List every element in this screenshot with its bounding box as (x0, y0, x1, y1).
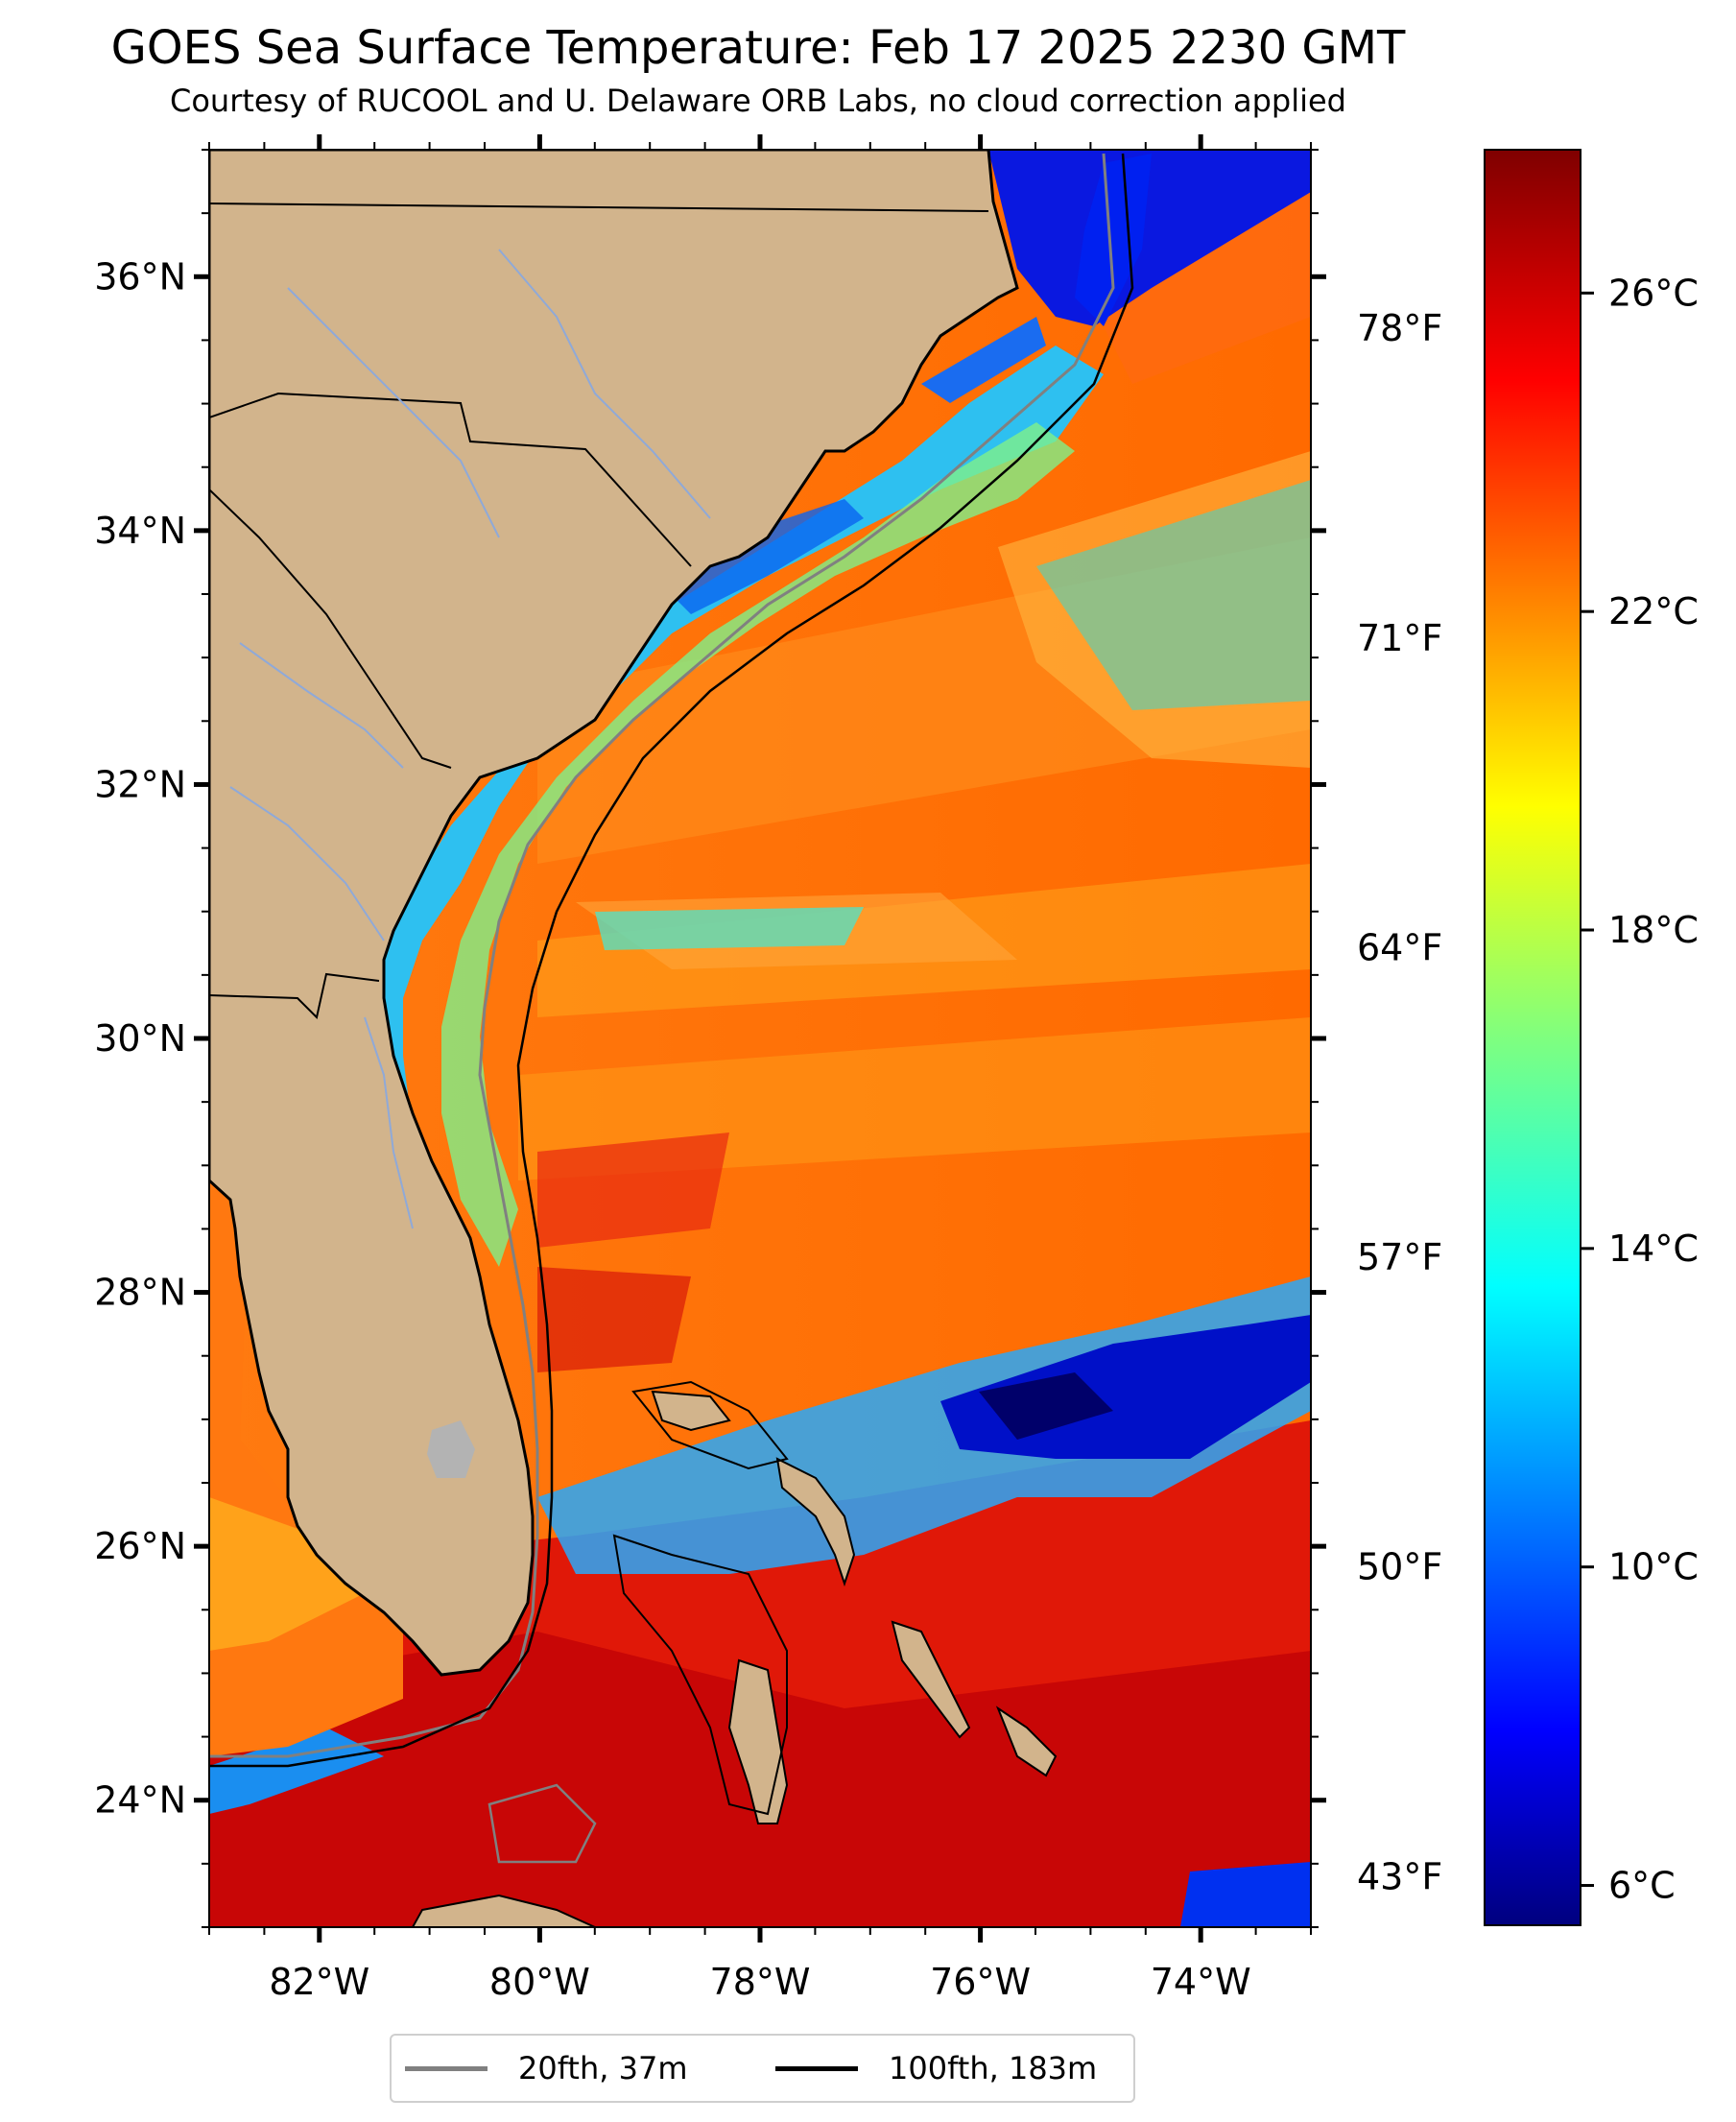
fahrenheit-tick-label: 64°F (1357, 926, 1442, 968)
lake-okeechobee (427, 1420, 475, 1478)
legend-label-20fth: 20fth, 37m (518, 2050, 688, 2086)
lon-tick-label: 76°W (930, 1961, 1031, 2003)
legend-item-20fth: 20fth, 37m (405, 2036, 687, 2101)
lat-tick-label: 32°N (94, 763, 186, 805)
fahrenheit-tick-label: 78°F (1357, 307, 1442, 349)
lon-tick-label: 80°W (489, 1961, 590, 2003)
lat-tick-label: 30°N (94, 1017, 186, 1060)
map-subtitle: Courtesy of RUCOOL and U. Delaware ORB L… (170, 83, 1346, 119)
colorbar-tick-label: 10°C (1608, 1546, 1699, 1588)
contour-100fth (209, 153, 1134, 1768)
colorbar-tick-label: 6°C (1608, 1865, 1676, 1907)
colorbar-ticks: 26°C 22°C 18°C 14°C 10°C 6°C (1581, 272, 1699, 1907)
lat-tick-label: 36°N (94, 255, 186, 298)
colorbar (1484, 149, 1581, 1926)
contour-legend: 20fth, 37m 100fth, 183m (390, 2034, 1135, 2103)
fahrenheit-tick-label: 57°F (1357, 1236, 1442, 1278)
lon-tick-label: 78°W (710, 1961, 811, 2003)
lat-tick-label: 24°N (94, 1779, 186, 1822)
us-landmass (209, 150, 1019, 1677)
colorbar-tick-label: 26°C (1608, 272, 1699, 314)
cuba-coast (411, 1894, 596, 1927)
legend-item-100fth: 100fth, 183m (775, 2036, 1097, 2101)
colorbar-tick-label: 22°C (1608, 590, 1699, 632)
map-title: GOES Sea Surface Temperature: Feb 17 202… (110, 21, 1406, 75)
legend-swatch-100fth (775, 2065, 858, 2071)
fahrenheit-tick-label: 71°F (1357, 617, 1442, 659)
eleuthera (891, 1620, 971, 1739)
abaco (775, 1457, 856, 1587)
colorbar-tick-label: 18°C (1608, 909, 1699, 951)
lat-tick-label: 34°N (94, 510, 186, 552)
bathymetry-contours (209, 153, 1134, 1864)
map-axis-ticks (194, 134, 1326, 1943)
lon-tick-label: 74°W (1151, 1961, 1251, 2003)
fahrenheit-tick-label: 43°F (1357, 1855, 1442, 1897)
map-axis-labels: 82°W 80°W 78°W 76°W 74°W 36°N 34°N 32°N 30°N 28°N… (94, 255, 1442, 2003)
land (209, 150, 1058, 1927)
colorbar-tick-label: 14°C (1608, 1228, 1699, 1270)
lat-tick-label: 26°N (94, 1525, 186, 1567)
andros (727, 1658, 789, 1824)
lon-tick-label: 82°W (269, 1961, 369, 2003)
lat-tick-label: 28°N (94, 1272, 186, 1314)
exuma (995, 1705, 1058, 1777)
legend-swatch-20fth (405, 2065, 488, 2071)
fahrenheit-tick-label: 50°F (1357, 1546, 1442, 1588)
legend-label-100fth: 100fth, 183m (889, 2050, 1098, 2086)
grand-bahama (651, 1390, 731, 1432)
